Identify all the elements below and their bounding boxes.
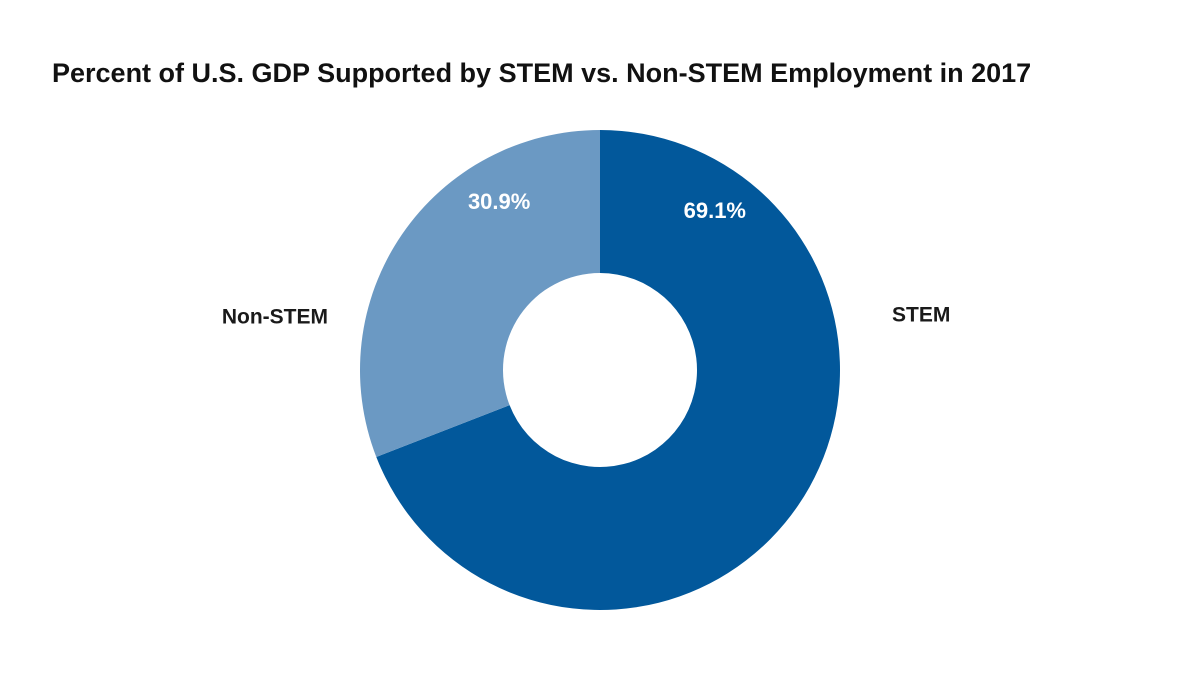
data-label-stem: 69.1% (684, 198, 746, 223)
category-label-stem: STEM (892, 304, 950, 327)
slice-stem (376, 130, 840, 610)
chart-title: Percent of U.S. GDP Supported by STEM vs… (52, 58, 1032, 88)
data-label-non-stem: 30.9% (468, 189, 530, 214)
data-labels: 69.1% 30.9% (468, 189, 746, 223)
slice-non-stem (359, 130, 600, 457)
category-labels: STEM Non-STEM (222, 304, 951, 329)
category-label-non-stem: Non-STEM (222, 306, 328, 329)
donut-slices (359, 130, 840, 610)
